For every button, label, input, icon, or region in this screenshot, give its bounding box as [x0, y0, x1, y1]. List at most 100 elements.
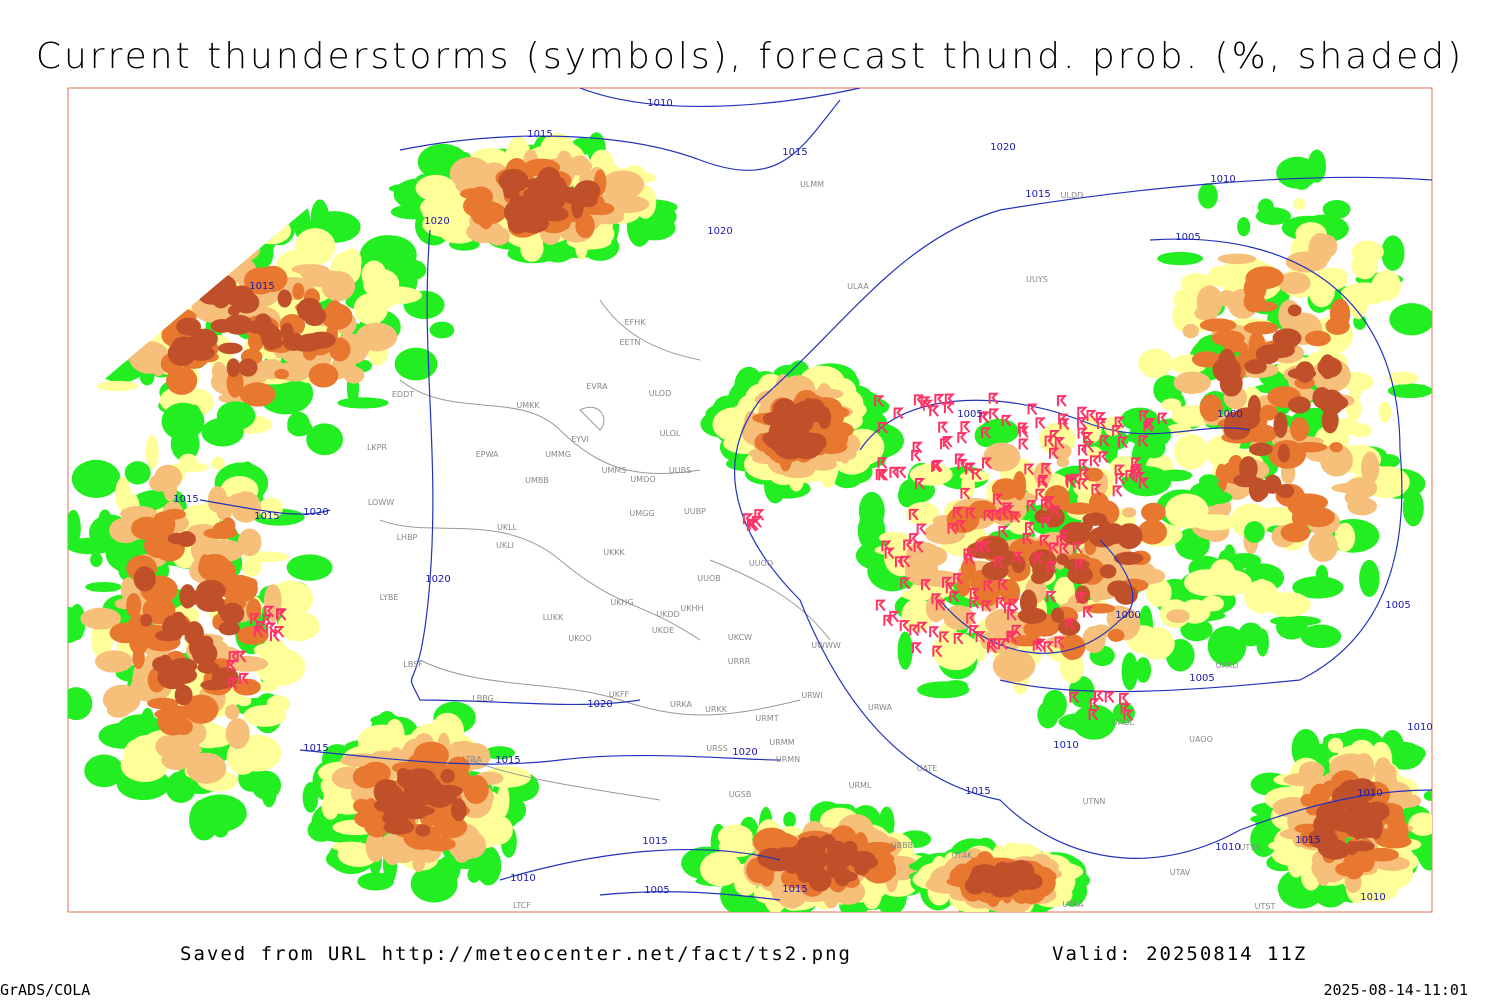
prob-cell [1273, 412, 1288, 438]
prob-cell [1324, 842, 1347, 857]
prob-cell [1300, 793, 1315, 807]
station-code: UBBB [891, 841, 913, 850]
station-code: UKLL [497, 523, 518, 532]
station-code: EFHK [625, 318, 647, 327]
prob-cell [1172, 301, 1192, 332]
prob-cell [199, 554, 212, 577]
prob-cell [1292, 576, 1344, 599]
prob-cell [365, 830, 385, 863]
prob-cell [296, 297, 322, 322]
prob-cell [131, 516, 163, 541]
prob-cell [1042, 689, 1067, 720]
prob-cell [410, 865, 458, 903]
prob-cell [220, 574, 258, 603]
prob-cell [1359, 559, 1380, 598]
prob-cell [1392, 793, 1422, 808]
station-code: UMMG [545, 450, 571, 459]
prob-cell [1255, 344, 1281, 365]
prob-cell [601, 170, 645, 200]
prob-cell [985, 873, 1015, 890]
prob-cell [520, 234, 544, 262]
station-code: URKA [670, 700, 693, 709]
prob-cell [974, 424, 998, 448]
prob-cell [1255, 207, 1292, 225]
prob-cell [1308, 272, 1335, 308]
station-code: LBBG [472, 694, 494, 703]
station-code: LOWW [368, 498, 394, 507]
prob-cell [1067, 565, 1093, 585]
station-code: UAOL [1112, 718, 1134, 727]
isobar-label: 1010 [1357, 788, 1382, 799]
prob-cell [1287, 304, 1302, 317]
prob-cell [1317, 356, 1343, 378]
prob-cell [1196, 285, 1223, 318]
prob-cell [277, 289, 292, 308]
prob-cell [973, 580, 1000, 607]
prob-cell [154, 464, 183, 490]
prob-cell [1107, 628, 1125, 642]
prob-cell [176, 317, 202, 336]
prob-cell [1290, 417, 1309, 442]
prob-cell [1237, 217, 1251, 237]
prob-cell [1157, 251, 1204, 266]
prob-cell [1207, 626, 1247, 667]
prob-cell [1043, 507, 1065, 528]
prob-cell [1351, 240, 1384, 264]
prob-cell [236, 625, 269, 645]
prob-cell [291, 339, 322, 352]
station-code: UTAV [1170, 868, 1191, 877]
prob-cell [1139, 627, 1175, 660]
prob-cell [1304, 330, 1331, 347]
station-code: UUOO [749, 559, 773, 568]
prob-cell [1307, 149, 1327, 183]
prob-cell [197, 661, 220, 674]
prob-cell [1276, 484, 1295, 499]
prob-cell [68, 509, 81, 547]
prob-cell [196, 579, 226, 602]
prob-cell [1349, 287, 1368, 320]
prob-cell [1218, 348, 1236, 375]
isobar-label: 1000 [1115, 610, 1140, 621]
prob-cell [152, 656, 171, 672]
prob-cell [1290, 163, 1313, 190]
prob-cell [1402, 489, 1424, 527]
isobar-label: 1010 [510, 873, 535, 884]
station-code: URWI [801, 691, 822, 700]
prob-cell [1137, 519, 1168, 545]
prob-cell [1251, 578, 1272, 615]
prob-cell [1121, 507, 1137, 518]
prob-cell [1217, 253, 1257, 265]
station-code: URSS [706, 744, 728, 753]
prob-cell [1030, 571, 1047, 585]
station-code: ULOL [660, 429, 681, 438]
isobar-label: 1010 [1053, 740, 1078, 751]
source-url: Saved from URL http://meteocenter.net/fa… [180, 943, 852, 965]
prob-cell [186, 345, 216, 361]
prob-cell [1051, 607, 1065, 623]
prob-cell [145, 434, 159, 469]
prob-cell [1198, 182, 1218, 209]
prob-cell [1387, 371, 1419, 385]
prob-cell [90, 552, 103, 567]
prob-cell [1371, 274, 1396, 299]
prob-cell [168, 666, 198, 685]
prob-cell [1322, 199, 1351, 219]
prob-cell [527, 192, 552, 216]
prob-cell [260, 771, 278, 808]
station-code: EETN [620, 338, 641, 347]
prob-cell [498, 168, 529, 193]
isobar-label: 1015 [782, 147, 807, 158]
prob-cell [212, 521, 236, 540]
isobar-label: 1015 [303, 743, 328, 754]
prob-cell [332, 841, 369, 852]
isobar-label: 1010 [1210, 174, 1235, 185]
isobar-label: 1005 [1385, 600, 1410, 611]
prob-cell [85, 581, 123, 593]
prob-cell [1019, 589, 1038, 616]
prob-cell [217, 342, 243, 355]
isobar-label: 1015 [1295, 835, 1320, 846]
prob-cell [1249, 478, 1270, 501]
prob-cell [1184, 569, 1230, 597]
prob-cell [1312, 386, 1332, 409]
prob-cell [791, 843, 814, 856]
